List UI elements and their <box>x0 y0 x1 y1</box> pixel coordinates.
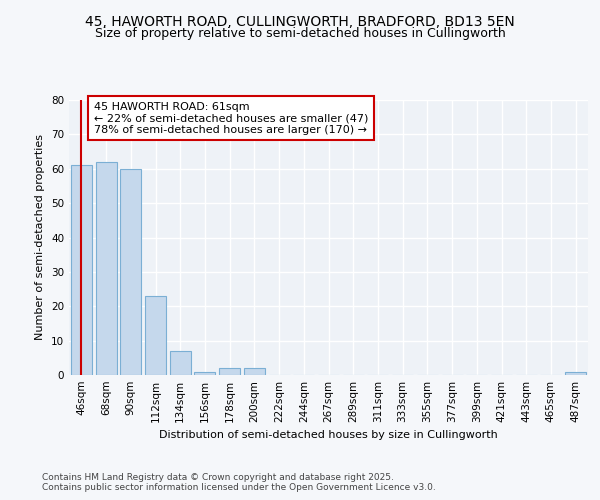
Bar <box>120 169 141 375</box>
Bar <box>71 166 92 375</box>
Bar <box>219 368 240 375</box>
Bar <box>244 368 265 375</box>
Text: Size of property relative to semi-detached houses in Cullingworth: Size of property relative to semi-detach… <box>95 28 505 40</box>
Bar <box>565 372 586 375</box>
X-axis label: Distribution of semi-detached houses by size in Cullingworth: Distribution of semi-detached houses by … <box>159 430 498 440</box>
Bar <box>170 351 191 375</box>
Text: Contains HM Land Registry data © Crown copyright and database right 2025.
Contai: Contains HM Land Registry data © Crown c… <box>42 473 436 492</box>
Y-axis label: Number of semi-detached properties: Number of semi-detached properties <box>35 134 46 340</box>
Bar <box>145 296 166 375</box>
Bar <box>95 162 116 375</box>
Bar <box>194 372 215 375</box>
Text: 45 HAWORTH ROAD: 61sqm
← 22% of semi-detached houses are smaller (47)
78% of sem: 45 HAWORTH ROAD: 61sqm ← 22% of semi-det… <box>94 102 368 135</box>
Text: 45, HAWORTH ROAD, CULLINGWORTH, BRADFORD, BD13 5EN: 45, HAWORTH ROAD, CULLINGWORTH, BRADFORD… <box>85 15 515 29</box>
